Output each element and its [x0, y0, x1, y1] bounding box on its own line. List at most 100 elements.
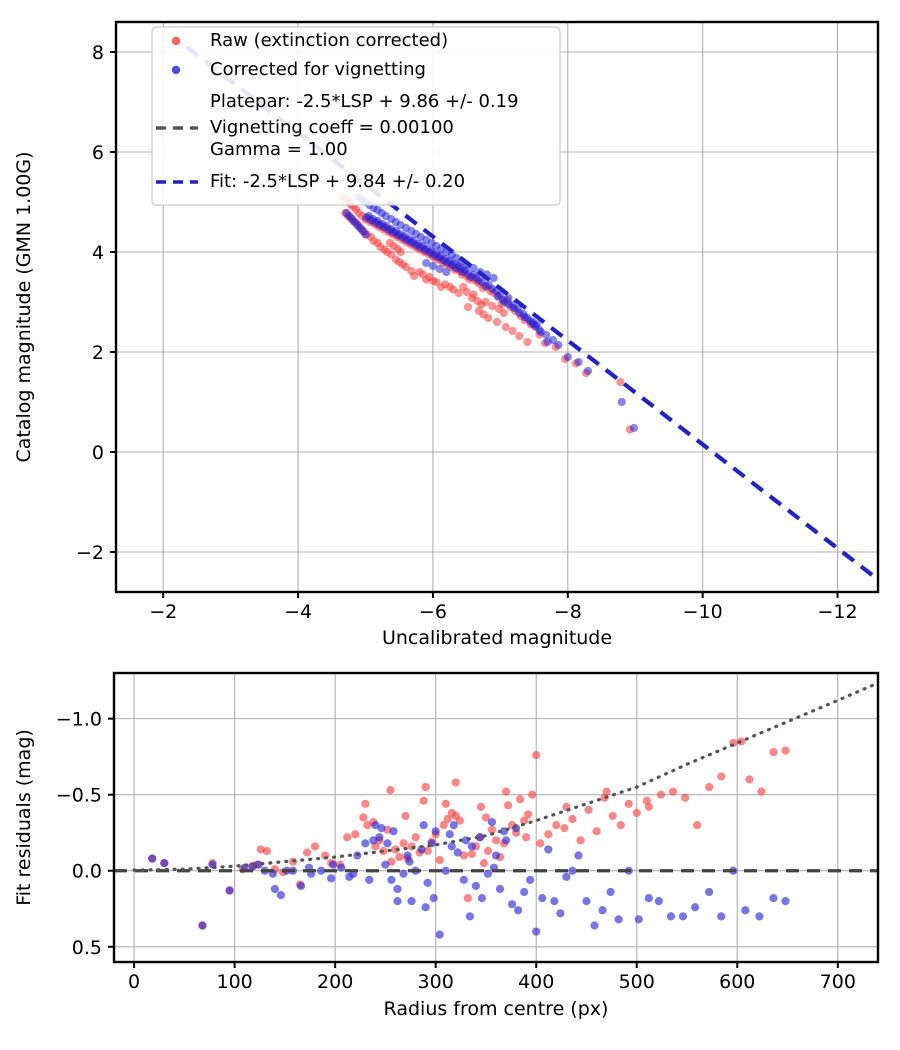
data-point: [492, 317, 502, 327]
data-point: [548, 335, 558, 345]
data-point: [568, 814, 577, 824]
data-point: [389, 827, 398, 836]
data-point: [523, 337, 532, 347]
data-point: [741, 906, 750, 915]
data-point: [387, 875, 396, 884]
data-point: [491, 836, 501, 845]
data-point: [393, 897, 402, 906]
data-point: [656, 790, 665, 799]
data-point: [487, 825, 497, 834]
plot-background-bottom: [114, 673, 878, 962]
xtick-label-top: −4: [284, 601, 312, 623]
data-point: [453, 848, 462, 857]
data-point: [532, 751, 541, 760]
ytick-label-top: −2: [76, 542, 104, 564]
data-point: [522, 833, 531, 842]
data-point: [463, 302, 473, 312]
data-point: [515, 331, 524, 341]
data-point: [501, 836, 511, 845]
data-point: [520, 816, 529, 825]
data-point: [296, 881, 306, 891]
data-point: [678, 912, 688, 921]
legend-label: Vignetting coeff = 0.00100: [210, 117, 454, 138]
data-point: [463, 894, 472, 903]
data-point: [362, 213, 371, 222]
xtick-label-bottom: 400: [518, 971, 554, 993]
data-point: [441, 866, 450, 875]
data-point: [377, 824, 386, 833]
data-point: [592, 827, 601, 836]
data-point: [419, 796, 428, 805]
data-point: [467, 849, 476, 859]
data-point: [501, 322, 510, 332]
data-point: [616, 821, 625, 830]
data-point: [563, 352, 572, 362]
data-point: [399, 869, 408, 878]
data-point: [481, 297, 490, 307]
data-point: [445, 830, 454, 839]
data-point: [487, 817, 497, 827]
xtick-label-bottom: 100: [216, 971, 252, 993]
data-point: [705, 887, 714, 897]
data-point: [459, 282, 468, 292]
xtick-label-bottom: 300: [418, 971, 454, 993]
data-point: [351, 830, 360, 839]
data-point: [745, 775, 754, 784]
data-point: [455, 816, 464, 825]
data-point: [606, 887, 615, 897]
data-point: [598, 906, 607, 915]
yaxis-label-top: Catalog magnitude (GMN 1.00G): [13, 151, 35, 462]
data-point: [475, 833, 485, 842]
data-point: [442, 267, 451, 277]
data-point: [343, 833, 352, 842]
data-point: [447, 842, 456, 851]
data-point: [359, 813, 368, 822]
ytick-label-top: 4: [92, 242, 104, 264]
data-point: [262, 846, 271, 856]
data-point: [554, 340, 563, 350]
data-point: [481, 813, 491, 822]
data-point: [536, 839, 545, 848]
data-point: [421, 782, 430, 792]
data-point: [393, 884, 402, 894]
data-point: [516, 795, 525, 804]
legend-marker-corrected: [171, 65, 181, 75]
axes-spines-bottom: [112, 671, 880, 964]
xtick-label-top: −12: [817, 601, 857, 623]
data-point: [616, 377, 625, 387]
data-point: [439, 821, 448, 830]
data-point: [680, 793, 690, 802]
data-point: [198, 921, 207, 930]
data-point: [371, 821, 380, 830]
ytick-label-top: 6: [92, 142, 104, 164]
data-point: [361, 839, 370, 848]
data-point: [574, 851, 583, 860]
data-point: [535, 325, 544, 335]
xtick-label-bottom: 0: [128, 971, 140, 993]
data-point: [583, 366, 593, 376]
photometric-calibration-panel: −2 −4 −6 −8 −10 −12 −2 0 2 4 6 8 Uncalibrated magnit…: [13, 20, 880, 649]
data-point: [717, 912, 726, 921]
data-point: [495, 884, 505, 894]
data-point: [483, 869, 493, 878]
data-point: [387, 857, 396, 866]
data-point: [560, 824, 569, 833]
data-point: [544, 830, 553, 839]
data-point: [666, 912, 676, 921]
data-point: [757, 787, 766, 796]
data-point: [375, 833, 384, 842]
xtick-label-bottom: 200: [317, 971, 353, 993]
data-point: [443, 814, 452, 824]
axes-spines-top: [114, 20, 880, 594]
data-point: [476, 802, 486, 811]
data-point: [632, 808, 641, 818]
data-point: [503, 801, 513, 810]
yaxis-label-bottom: Fit residuals (mag): [13, 729, 35, 906]
ytick-label-top: 8: [92, 42, 104, 64]
data-point: [617, 397, 626, 407]
data-point: [550, 897, 559, 906]
data-point: [514, 906, 523, 915]
data-point: [395, 852, 404, 862]
data-point: [562, 872, 571, 881]
